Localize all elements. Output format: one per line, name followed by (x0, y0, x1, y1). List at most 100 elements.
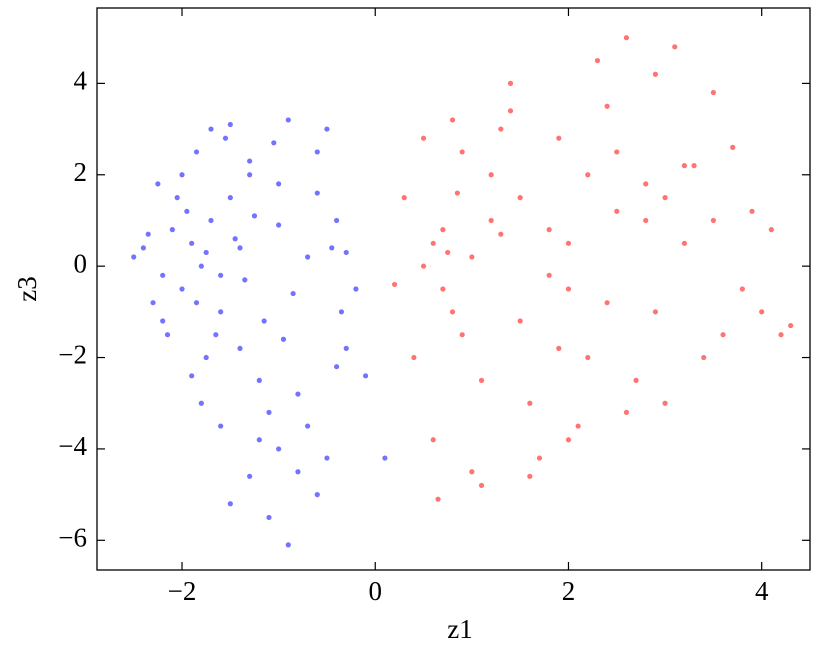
point (218, 309, 224, 315)
point (276, 446, 282, 452)
point (411, 354, 417, 361)
point (556, 135, 562, 141)
point (449, 309, 456, 315)
point (305, 254, 311, 260)
point (401, 195, 407, 201)
point (314, 492, 320, 498)
point (710, 217, 716, 224)
point (333, 364, 340, 370)
y-tick-label: −2 (58, 340, 87, 370)
y-axis-label: z3 (12, 276, 42, 301)
point (251, 213, 258, 219)
point (435, 496, 441, 502)
point (652, 309, 659, 315)
point (276, 181, 282, 187)
point (604, 300, 610, 306)
point (440, 286, 446, 292)
point (420, 263, 427, 269)
point (614, 208, 620, 214)
point (662, 400, 668, 406)
point (759, 309, 765, 315)
y-tick-label: 0 (74, 248, 88, 278)
point (227, 121, 233, 128)
point (155, 181, 161, 187)
point (343, 249, 349, 256)
point (507, 80, 514, 86)
point (633, 377, 639, 383)
point (701, 354, 707, 361)
point (193, 300, 200, 306)
point (164, 332, 171, 338)
point (681, 240, 688, 246)
point (536, 455, 543, 461)
point (623, 409, 630, 415)
point (362, 373, 369, 379)
point (266, 409, 272, 415)
point (242, 277, 248, 283)
point (266, 514, 272, 521)
point (198, 400, 204, 406)
point (556, 345, 562, 351)
point (672, 44, 678, 50)
point (131, 254, 137, 260)
point (305, 423, 311, 429)
x-tick-label: 2 (562, 576, 576, 606)
point (280, 336, 287, 342)
plot-frame (96, 7, 811, 571)
point (227, 195, 233, 201)
point (150, 300, 156, 306)
point (261, 318, 267, 324)
point (247, 473, 253, 479)
point (527, 473, 533, 479)
point (140, 245, 146, 251)
point (585, 172, 591, 178)
point (662, 195, 668, 201)
point (681, 163, 688, 169)
point (203, 354, 209, 361)
point (449, 117, 456, 123)
point (333, 217, 340, 224)
point (420, 135, 427, 141)
point (565, 240, 572, 246)
point (218, 272, 224, 278)
point (459, 149, 465, 155)
point (198, 263, 204, 269)
point (643, 181, 649, 187)
point (247, 158, 253, 164)
point (237, 245, 243, 251)
point (575, 423, 581, 429)
point (454, 190, 460, 196)
point (343, 345, 349, 351)
point (459, 332, 465, 338)
point (440, 227, 446, 233)
x-tick-label: −2 (168, 576, 197, 606)
point (623, 35, 630, 41)
point (295, 469, 301, 475)
point (788, 322, 794, 329)
point (594, 57, 601, 64)
point (488, 217, 494, 224)
point (193, 149, 200, 155)
point (652, 71, 659, 77)
point (218, 423, 224, 429)
point (478, 377, 485, 383)
point (382, 455, 388, 461)
point (160, 318, 166, 324)
point (145, 231, 151, 237)
point (445, 249, 451, 256)
point (338, 309, 345, 315)
point (488, 172, 494, 178)
point (222, 135, 229, 141)
y-tick-label: −6 (58, 523, 87, 553)
point (227, 501, 233, 507)
point (585, 354, 591, 361)
point (276, 222, 282, 228)
point (232, 236, 238, 242)
point (565, 286, 572, 292)
point (768, 227, 774, 233)
point (710, 89, 716, 96)
point (749, 208, 755, 214)
point (290, 290, 296, 297)
